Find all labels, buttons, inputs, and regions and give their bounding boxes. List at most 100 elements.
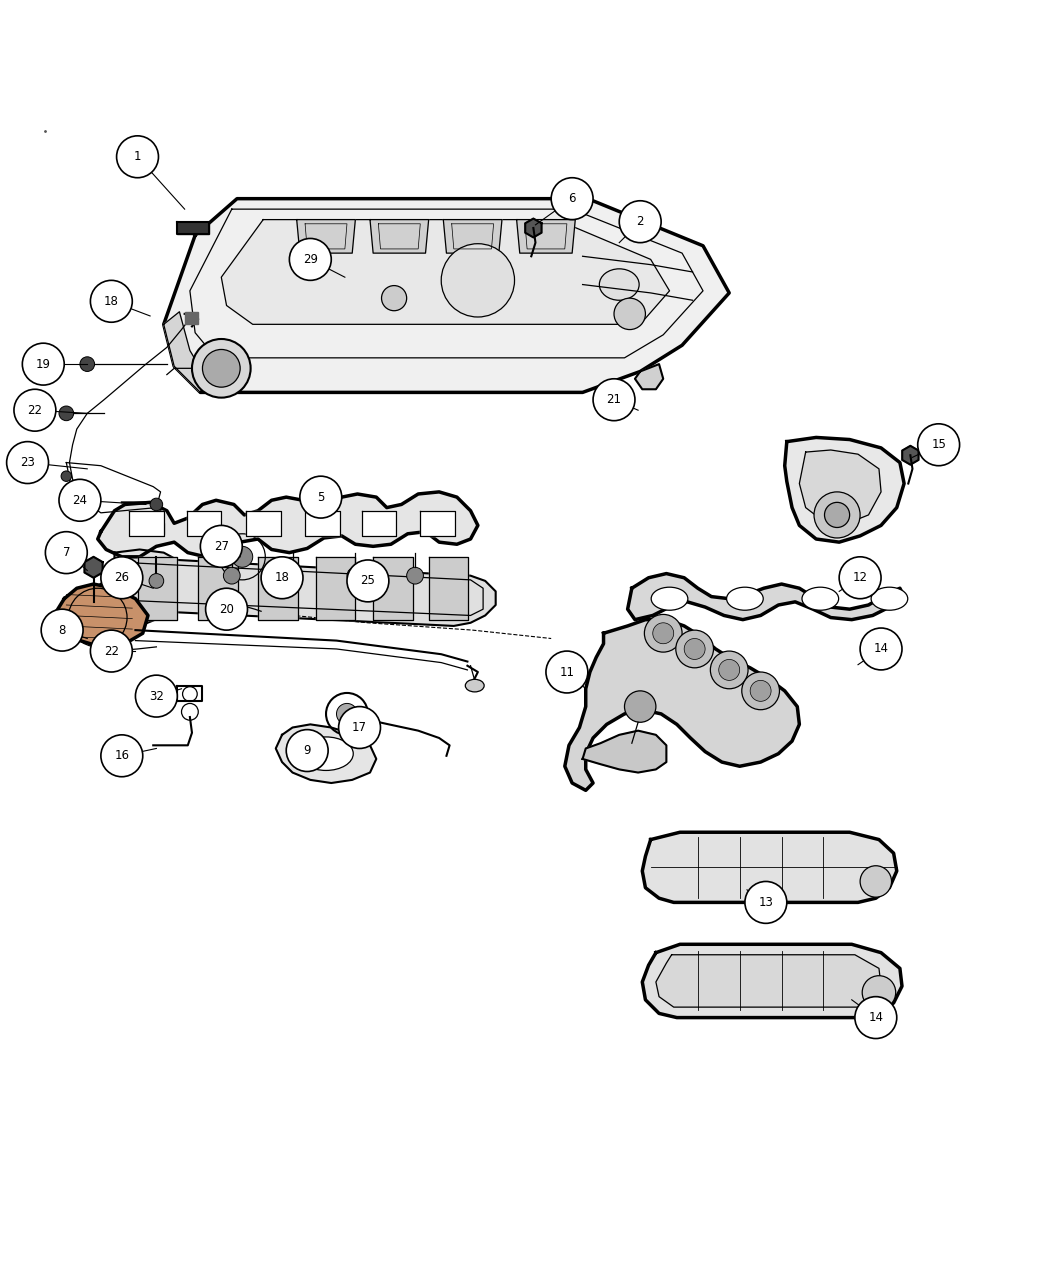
Text: 2: 2 xyxy=(636,216,644,229)
Circle shape xyxy=(860,866,891,898)
Circle shape xyxy=(336,704,357,724)
Circle shape xyxy=(711,651,748,688)
Polygon shape xyxy=(185,312,198,324)
Circle shape xyxy=(290,239,331,281)
Polygon shape xyxy=(517,220,575,253)
Polygon shape xyxy=(656,955,881,1008)
Ellipse shape xyxy=(802,587,839,610)
Circle shape xyxy=(346,559,388,601)
Circle shape xyxy=(150,498,163,511)
Text: 19: 19 xyxy=(36,358,50,370)
Text: 14: 14 xyxy=(868,1011,883,1024)
Text: 5: 5 xyxy=(317,490,324,503)
Text: 27: 27 xyxy=(214,540,229,553)
Polygon shape xyxy=(247,511,281,536)
Circle shape xyxy=(201,525,243,567)
Circle shape xyxy=(101,557,143,599)
Text: 13: 13 xyxy=(758,896,773,909)
Circle shape xyxy=(381,286,406,310)
Polygon shape xyxy=(420,511,455,536)
Ellipse shape xyxy=(299,737,353,770)
Circle shape xyxy=(750,681,771,701)
Text: 16: 16 xyxy=(114,750,129,762)
Text: 8: 8 xyxy=(59,623,66,637)
Ellipse shape xyxy=(651,587,688,610)
Polygon shape xyxy=(138,557,177,619)
Circle shape xyxy=(135,676,177,718)
Circle shape xyxy=(41,609,83,651)
Text: 20: 20 xyxy=(219,603,234,616)
Circle shape xyxy=(80,356,94,372)
Text: 24: 24 xyxy=(72,494,87,507)
Text: 25: 25 xyxy=(360,575,375,587)
Polygon shape xyxy=(98,492,478,557)
Polygon shape xyxy=(297,220,355,253)
Text: 26: 26 xyxy=(114,571,129,585)
Circle shape xyxy=(614,298,646,329)
Text: 11: 11 xyxy=(560,665,574,678)
Polygon shape xyxy=(443,220,502,253)
Text: 29: 29 xyxy=(302,253,318,266)
Polygon shape xyxy=(84,557,103,577)
Circle shape xyxy=(300,476,341,518)
Circle shape xyxy=(117,135,159,178)
Circle shape xyxy=(645,614,683,653)
Circle shape xyxy=(232,547,253,567)
Polygon shape xyxy=(222,220,670,324)
Polygon shape xyxy=(565,619,799,790)
Polygon shape xyxy=(370,220,428,253)
Circle shape xyxy=(61,471,71,481)
Circle shape xyxy=(6,442,48,484)
Circle shape xyxy=(22,344,64,386)
Ellipse shape xyxy=(600,269,639,300)
Circle shape xyxy=(860,628,902,670)
Circle shape xyxy=(59,479,101,521)
Circle shape xyxy=(824,502,849,527)
Text: 12: 12 xyxy=(853,571,867,585)
Circle shape xyxy=(862,976,896,1009)
Text: 6: 6 xyxy=(568,192,575,206)
Circle shape xyxy=(338,706,380,748)
Circle shape xyxy=(229,600,242,613)
Circle shape xyxy=(653,623,674,644)
Circle shape xyxy=(14,389,56,432)
Circle shape xyxy=(287,729,328,771)
Circle shape xyxy=(192,338,251,397)
Circle shape xyxy=(346,567,363,584)
Polygon shape xyxy=(784,438,904,543)
Circle shape xyxy=(102,645,114,658)
Text: 32: 32 xyxy=(149,690,164,702)
Circle shape xyxy=(719,659,739,681)
Polygon shape xyxy=(164,199,729,392)
Text: 15: 15 xyxy=(931,438,946,451)
Circle shape xyxy=(855,996,897,1038)
Circle shape xyxy=(620,200,662,243)
Polygon shape xyxy=(198,557,238,619)
Polygon shape xyxy=(187,511,222,536)
Ellipse shape xyxy=(465,679,484,692)
Polygon shape xyxy=(428,557,468,619)
Circle shape xyxy=(744,881,786,923)
Polygon shape xyxy=(93,549,496,626)
Circle shape xyxy=(90,281,132,322)
Circle shape xyxy=(203,350,240,387)
Circle shape xyxy=(441,244,514,317)
Polygon shape xyxy=(635,364,664,389)
Text: 7: 7 xyxy=(63,547,70,559)
Polygon shape xyxy=(583,730,667,773)
Polygon shape xyxy=(799,450,881,524)
Circle shape xyxy=(90,630,132,672)
Polygon shape xyxy=(129,511,164,536)
Polygon shape xyxy=(276,724,376,783)
Circle shape xyxy=(149,573,164,589)
Polygon shape xyxy=(525,218,542,238)
Circle shape xyxy=(59,406,74,420)
Polygon shape xyxy=(177,222,209,234)
Circle shape xyxy=(206,589,248,630)
Text: 18: 18 xyxy=(275,571,290,585)
Circle shape xyxy=(814,492,860,538)
Text: 18: 18 xyxy=(104,295,119,308)
Circle shape xyxy=(406,567,423,584)
Polygon shape xyxy=(643,833,897,903)
Polygon shape xyxy=(361,511,396,536)
